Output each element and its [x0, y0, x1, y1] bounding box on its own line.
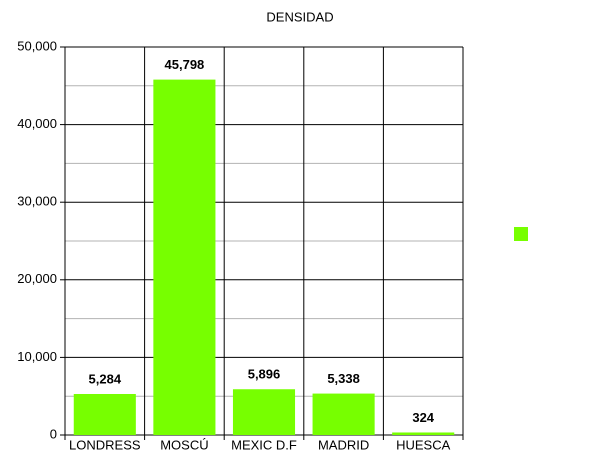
x-tick-label: HUESCA	[396, 437, 451, 452]
bar	[232, 389, 296, 435]
y-tick-label: 40,000	[17, 116, 57, 131]
value-label: 5,338	[327, 371, 360, 386]
bar	[392, 432, 455, 435]
value-label: 45,798	[165, 57, 205, 72]
legend-swatch	[514, 227, 528, 241]
value-label: 5,284	[89, 371, 122, 386]
bar	[73, 393, 136, 435]
x-tick-label: MADRID	[318, 437, 369, 452]
bar	[312, 393, 375, 435]
x-tick-label: MEXIC D.F	[231, 437, 297, 452]
bar	[153, 79, 216, 436]
value-label: 324	[412, 410, 434, 425]
y-tick-label: 10,000	[17, 349, 57, 364]
y-tick-label: 30,000	[17, 194, 57, 209]
x-tick-label: MOSCÚ	[160, 437, 208, 452]
y-tick-label: 20,000	[17, 271, 57, 286]
chart-title: DENSIDAD	[266, 9, 333, 24]
y-tick-label: 50,000	[17, 38, 57, 53]
y-tick-label: 0	[50, 426, 57, 441]
x-tick-label: LONDRESS	[69, 437, 141, 452]
value-label: 5,896	[248, 367, 281, 382]
